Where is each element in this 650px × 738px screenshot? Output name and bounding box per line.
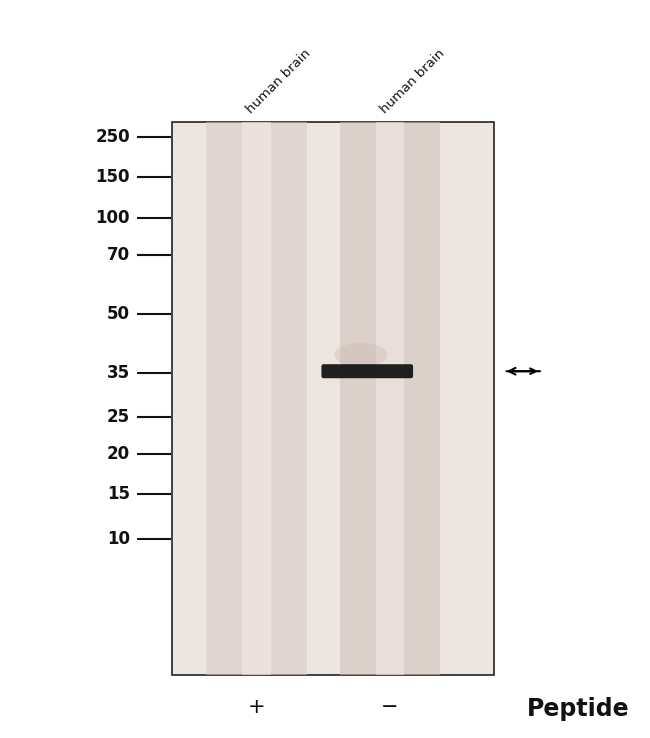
Text: 150: 150	[96, 168, 130, 186]
Text: +: +	[248, 697, 266, 717]
Text: −: −	[382, 697, 398, 717]
Text: human brain: human brain	[378, 46, 447, 116]
FancyBboxPatch shape	[339, 122, 441, 675]
FancyBboxPatch shape	[376, 122, 404, 675]
Text: Peptide: Peptide	[526, 697, 629, 722]
Text: 50: 50	[107, 305, 130, 323]
FancyBboxPatch shape	[207, 122, 307, 675]
Text: 10: 10	[107, 530, 130, 548]
Text: 20: 20	[107, 445, 130, 463]
Ellipse shape	[334, 343, 387, 367]
Text: 250: 250	[96, 128, 130, 145]
Text: 35: 35	[107, 364, 130, 382]
FancyBboxPatch shape	[172, 122, 494, 675]
Text: human brain: human brain	[244, 46, 314, 116]
Text: 100: 100	[96, 209, 130, 227]
FancyBboxPatch shape	[321, 365, 413, 378]
Text: 15: 15	[107, 486, 130, 503]
Text: 25: 25	[107, 408, 130, 426]
FancyBboxPatch shape	[242, 122, 271, 675]
Text: 70: 70	[107, 246, 130, 263]
